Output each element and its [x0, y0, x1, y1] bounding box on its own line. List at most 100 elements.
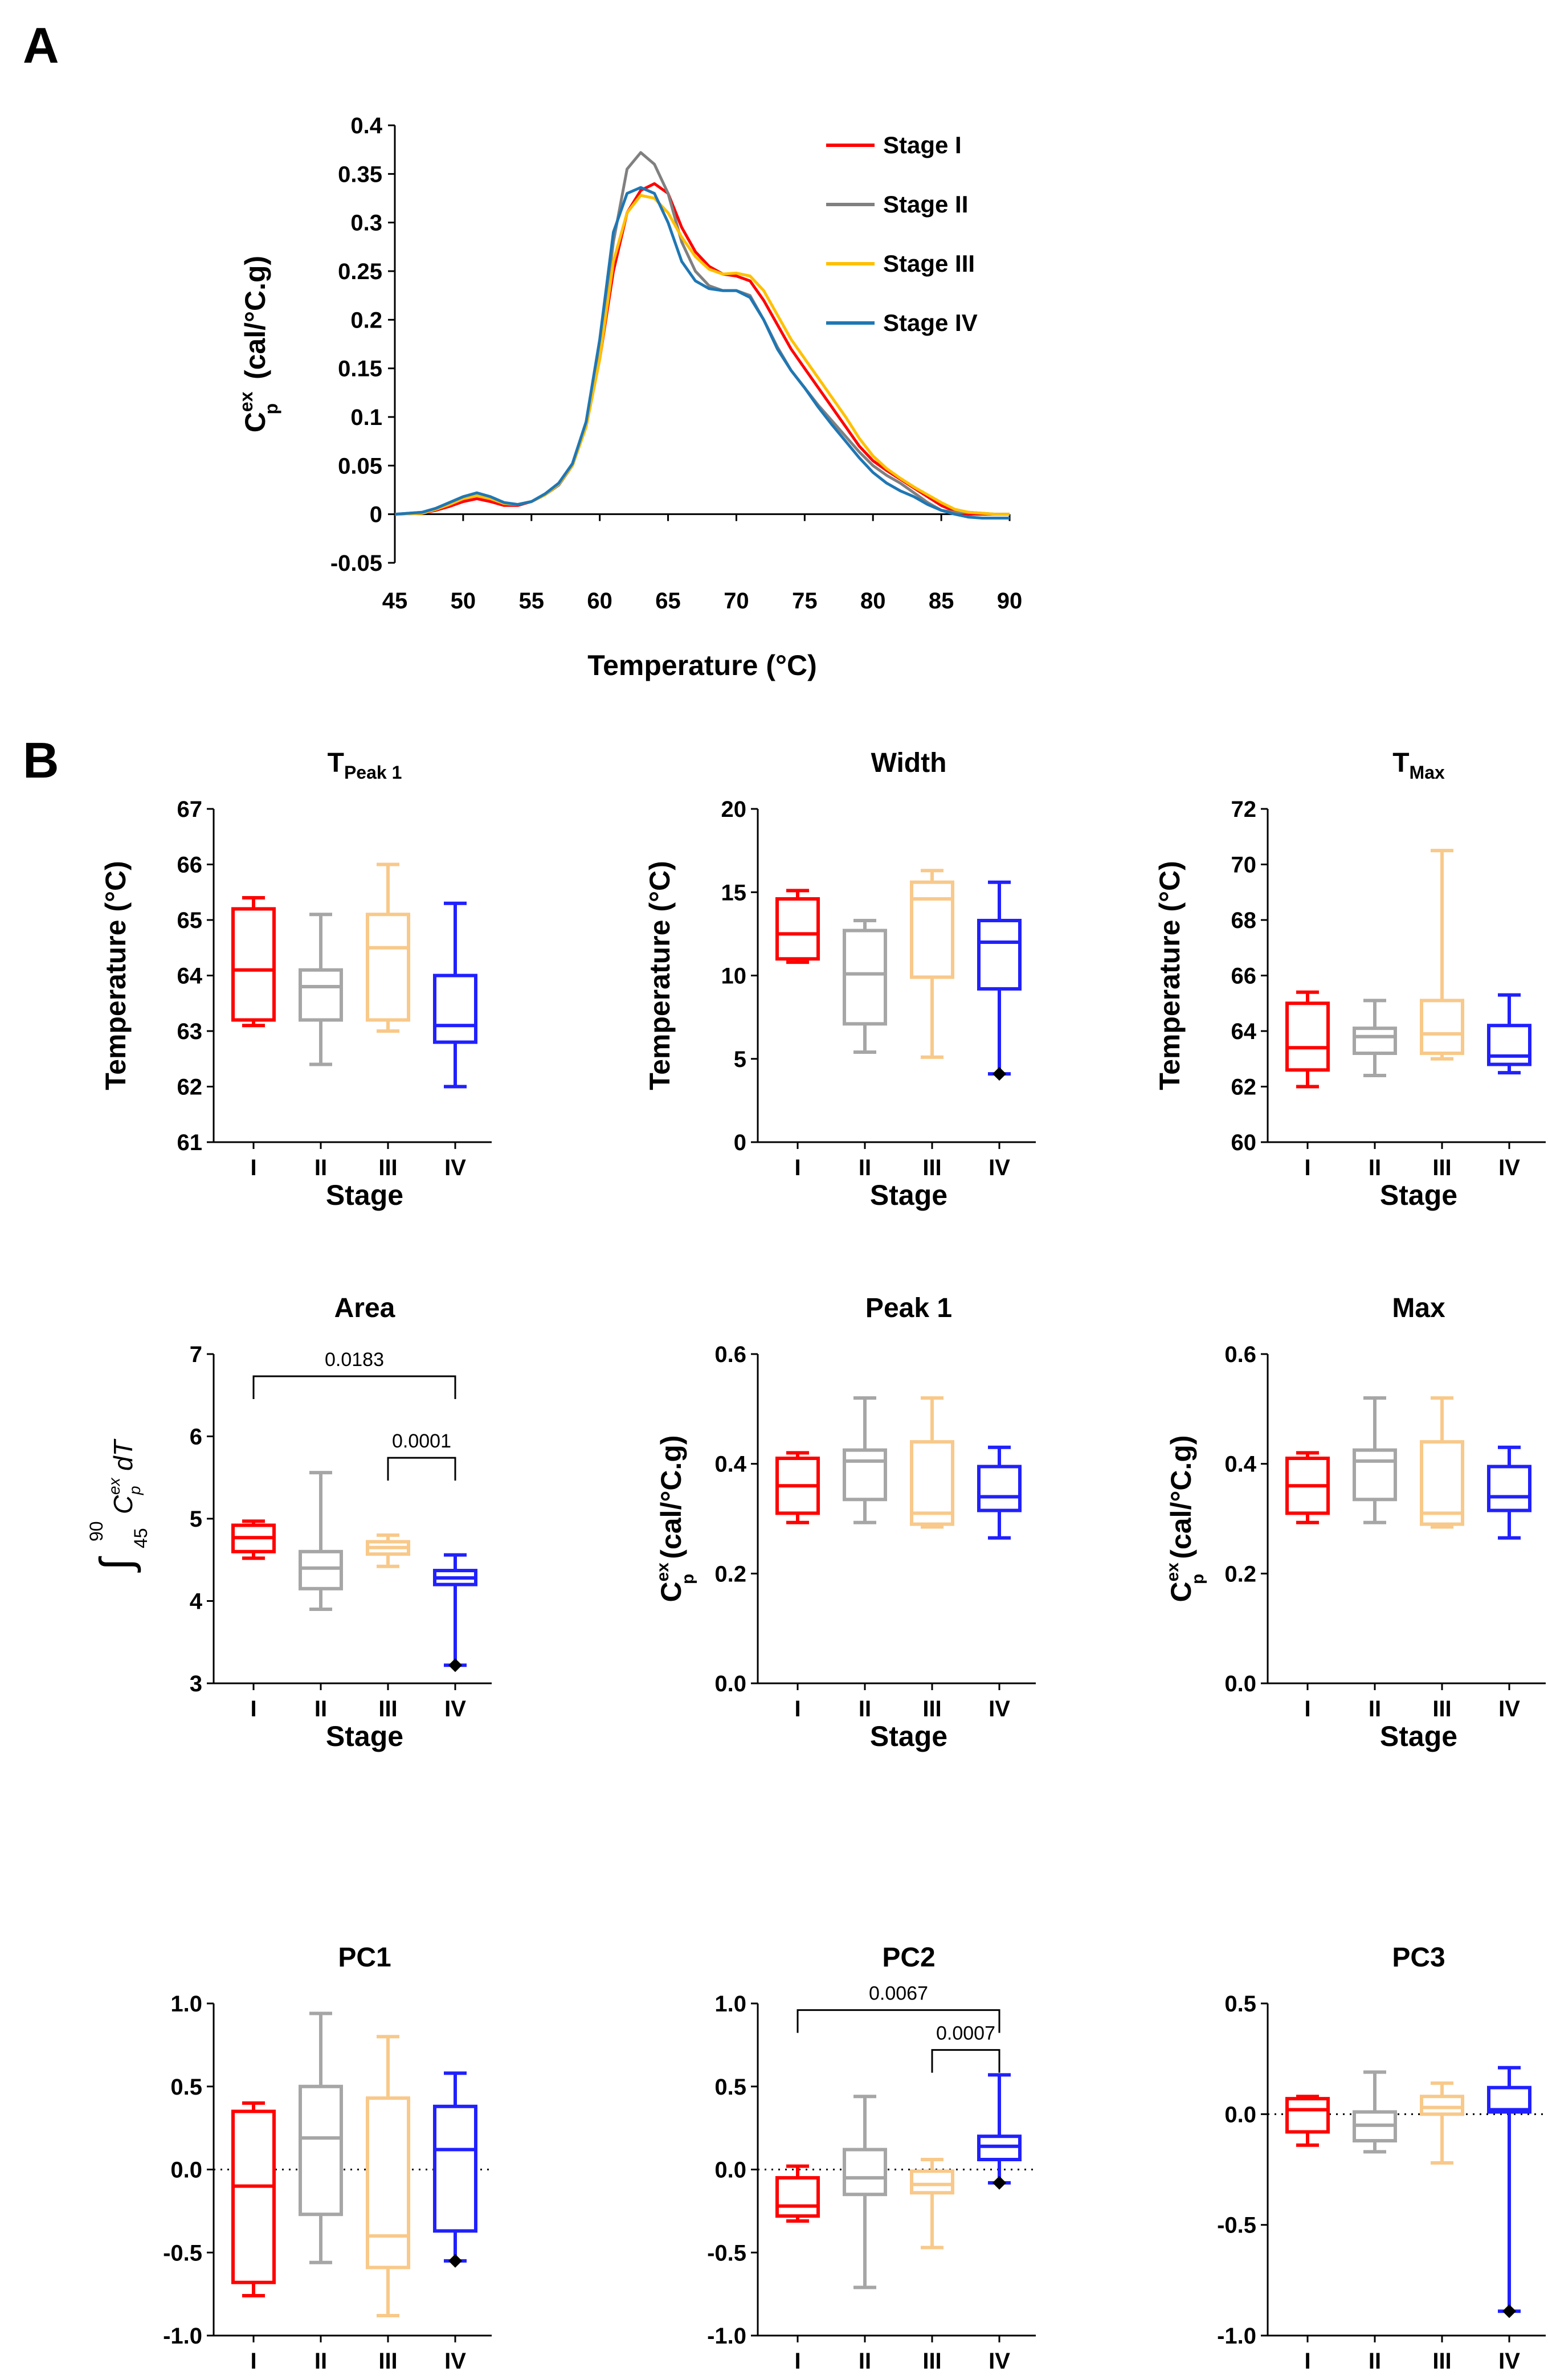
x-tick-label: IV	[1498, 2349, 1520, 2374]
x-axis-title: Stage	[870, 2373, 947, 2377]
x-tick-label: 45	[382, 588, 408, 614]
chart-title: TPeak 1	[328, 748, 402, 783]
x-axis-title: Stage	[326, 2373, 403, 2377]
y-tick-label: 61	[177, 1130, 203, 1155]
y-tick-label: 1.0	[714, 1991, 746, 2017]
box-iqr	[910, 2169, 954, 2195]
y-tick-label: 1.0	[170, 1991, 202, 2017]
chart-title: Max	[1392, 1293, 1445, 1323]
box-iqr	[366, 2096, 410, 2269]
x-tick-label: 50	[451, 588, 476, 614]
panel-label-a: A	[23, 17, 59, 73]
box-iqr	[843, 1448, 887, 1502]
y-axis-title: Temperature (°C)	[644, 861, 676, 1090]
chart-title: Width	[871, 748, 947, 778]
x-axis-title: Stage	[870, 1179, 947, 1211]
box-iqr	[1420, 999, 1464, 1055]
x-tick-label: II	[314, 2349, 327, 2374]
y-axis-title: Cex p (cal/°C.g)	[236, 256, 281, 432]
x-tick-label: III	[378, 1696, 397, 1721]
x-tick-label: III	[922, 1696, 941, 1721]
box-iqr	[910, 880, 954, 979]
significance-bracket	[797, 2009, 1000, 2033]
y-tick-label: 0.5	[170, 2075, 202, 2100]
outlier-point	[448, 1658, 462, 1672]
y-tick-label: 72	[1231, 797, 1257, 822]
box-iqr	[1487, 2085, 1531, 2114]
y-tick-label: 62	[1231, 1075, 1257, 1100]
y-tick-label: 65	[177, 908, 203, 933]
integral-sign: ∫	[91, 1556, 141, 1573]
chart-pc2: -1.0-0.50.00.51.0IIIIIIIVStagePC20.00670…	[707, 1943, 1036, 2380]
y-tick-label: 0.2	[1224, 1561, 1256, 1586]
box-III	[910, 1396, 954, 1529]
x-tick-label: II	[314, 1155, 327, 1180]
box-II	[1353, 1396, 1397, 1524]
x-tick-label: 60	[587, 588, 612, 614]
y-tick-label: 63	[177, 1019, 203, 1044]
box-III	[1420, 1396, 1464, 1529]
x-axis-title: Stage	[1380, 2373, 1457, 2377]
x-tick-label: III	[378, 1155, 397, 1180]
series-line-1	[394, 182, 1010, 516]
series-line-4	[394, 186, 1010, 520]
significance-bracket	[931, 2049, 1000, 2073]
box-iqr	[1487, 1024, 1531, 1066]
x-tick-label: 55	[519, 588, 545, 614]
y-tick-label: 0.6	[714, 1342, 746, 1367]
box-III	[366, 2035, 410, 2318]
box-iqr	[910, 1440, 954, 1526]
x-tick-label: IV	[444, 1696, 466, 1721]
box-IV	[977, 880, 1022, 1076]
box-III	[366, 862, 410, 1033]
box-II	[299, 913, 343, 1066]
y-tick-label: 64	[1231, 1019, 1257, 1044]
x-tick-label: I	[794, 1696, 800, 1721]
box-I	[231, 2101, 276, 2298]
legend-label: Stage IV	[883, 309, 978, 336]
x-tick-label: IV	[989, 2349, 1010, 2374]
chart-title: PC1	[338, 1943, 391, 1973]
box-iqr	[231, 2109, 276, 2284]
x-tick-label: 70	[724, 588, 749, 614]
box-III	[1420, 849, 1464, 1061]
y-tick-label: 6	[190, 1425, 202, 1450]
x-tick-label: I	[250, 2349, 256, 2374]
y-axis-title: Temperature (°C)	[100, 861, 132, 1090]
box-IV	[433, 2071, 477, 2263]
box-iqr	[1353, 1027, 1397, 1055]
x-tick-label: I	[794, 2349, 800, 2374]
box-II	[843, 918, 887, 1054]
y-axis-title: Cex p(cal/°C.g)	[1163, 1435, 1207, 1602]
box-iqr	[299, 2084, 343, 2217]
box-I	[775, 2164, 820, 2223]
box-III	[910, 2158, 954, 2250]
y-axis-title: ∫ 90 45 Cex p dT	[86, 1438, 151, 1572]
y-tick-label: -1.0	[163, 2324, 202, 2349]
box-iqr	[843, 929, 887, 1026]
integral-body: C	[108, 1495, 138, 1514]
legend-label: Stage III	[883, 250, 975, 277]
x-axis-title: Stage	[326, 1179, 403, 1211]
x-tick-label: 85	[929, 588, 954, 614]
x-tick-label: I	[250, 1696, 256, 1721]
y-tick-label: 0.4	[714, 1452, 746, 1477]
x-axis-title: Stage	[326, 1720, 403, 1752]
box-iqr	[1420, 2095, 1464, 2116]
y-tick-label: -0.5	[707, 2240, 746, 2266]
x-tick-label: III	[1432, 1696, 1451, 1721]
y-tick-label: 0.0	[1224, 1671, 1256, 1696]
x-tick-label: II	[1369, 2349, 1381, 2374]
chart-pc1: -1.0-0.50.00.51.0IIIIIIIVStagePC1	[163, 1943, 492, 2380]
x-axis-title: Stage	[1380, 1720, 1457, 1752]
y-tick-label: 0.5	[1224, 1991, 1256, 2017]
x-tick-label: II	[859, 1696, 871, 1721]
x-axis-title: Temperature (°C)	[587, 649, 816, 681]
chart-pc3: -1.0-0.50.00.5IIIIIIIVStagePC3	[1217, 1943, 1546, 2380]
x-tick-label: III	[922, 1155, 941, 1180]
p-value-label: 0.0007	[936, 2023, 995, 2044]
x-tick-label: III	[1432, 1155, 1451, 1180]
